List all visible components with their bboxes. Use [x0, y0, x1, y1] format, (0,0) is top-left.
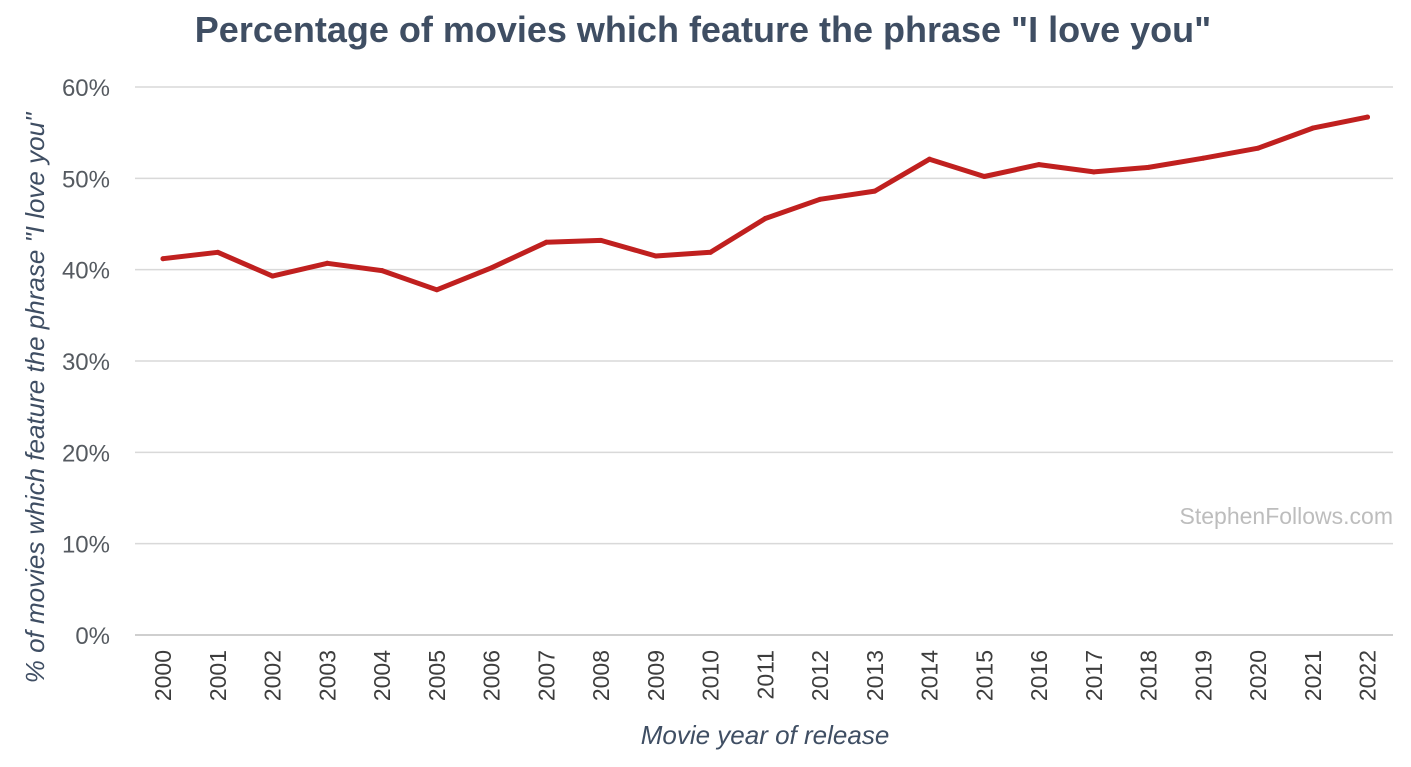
x-tick-label-2003: 2003	[314, 650, 340, 701]
data-point-2010	[708, 249, 713, 255]
series-layer	[160, 114, 1370, 293]
x-axis-label: Movie year of release	[641, 720, 890, 750]
series-line-0	[160, 114, 1370, 293]
x-tick-label-2013: 2013	[862, 650, 888, 701]
data-point-2012	[817, 196, 823, 202]
x-tick-label-2011: 2011	[752, 650, 778, 699]
x-tick-label-2007: 2007	[533, 650, 559, 701]
data-point-2003	[324, 260, 330, 266]
y-tick-label: 30%	[62, 349, 110, 376]
data-point-2007	[543, 239, 549, 245]
x-tick-label-2021: 2021	[1300, 650, 1326, 701]
data-point-2021	[1310, 125, 1316, 131]
x-tick-label-2018: 2018	[1136, 650, 1162, 701]
x-tick-label-2016: 2016	[1026, 650, 1052, 701]
x-tick-label-2012: 2012	[807, 650, 833, 701]
x-tick-label-2015: 2015	[971, 650, 997, 701]
y-tick-label: 60%	[62, 75, 110, 102]
y-axis-label: % of movies which feature the phrase "I …	[20, 111, 50, 683]
x-tick-label-2009: 2009	[643, 650, 669, 701]
gridlines	[135, 86, 1393, 636]
x-tick-label-2008: 2008	[588, 650, 614, 701]
y-tick-label: 0%	[75, 623, 110, 650]
x-tick-label-2000: 2000	[150, 650, 176, 701]
data-point-2022	[1365, 114, 1370, 120]
x-tick-label-2020: 2020	[1245, 650, 1271, 701]
data-point-2016	[1036, 162, 1042, 168]
x-tick-label-2014: 2014	[917, 650, 943, 701]
y-tick-label: 10%	[62, 532, 110, 559]
x-tick-label-2005: 2005	[424, 650, 450, 701]
data-point-2011	[762, 216, 768, 222]
data-point-2020	[1255, 145, 1261, 151]
x-tick-label-2017: 2017	[1081, 650, 1107, 701]
data-point-2001	[215, 249, 221, 255]
data-point-2000	[160, 256, 166, 262]
x-tick-label-2010: 2010	[698, 650, 724, 701]
data-point-2008	[598, 237, 604, 243]
data-point-2004	[379, 268, 385, 274]
x-tick-label-2004: 2004	[369, 650, 395, 701]
data-point-2017	[1091, 169, 1097, 175]
data-point-2014	[927, 156, 932, 162]
data-point-2005	[434, 287, 440, 293]
y-tick-label: 20%	[62, 440, 110, 467]
data-point-2018	[1146, 164, 1151, 170]
y-axis-ticks: 0% 10% 20% 30% 40% 50% 60%	[62, 75, 110, 650]
x-tick-label-2006: 2006	[479, 650, 505, 701]
x-axis-ticks: 2000 2001 2002 2003 2004 2005 2006 2007 2008 2009…	[150, 650, 1381, 701]
data-point-2006	[489, 265, 494, 271]
x-tick-label-2001: 2001	[205, 650, 231, 701]
chart-title: Percentage of movies which feature the p…	[195, 9, 1211, 50]
x-tick-label-2019: 2019	[1190, 650, 1216, 701]
x-tick-label-2022: 2022	[1355, 650, 1381, 701]
y-tick-label: 40%	[62, 258, 110, 285]
watermark-text: StephenFollows.com	[1180, 503, 1394, 529]
data-point-2015	[981, 174, 987, 180]
data-point-2019	[1200, 155, 1206, 161]
y-tick-label: 50%	[62, 166, 110, 193]
x-tick-label-2002: 2002	[260, 650, 286, 701]
data-point-2009	[653, 253, 659, 259]
data-point-2013	[872, 188, 878, 194]
data-point-2002	[270, 273, 275, 279]
